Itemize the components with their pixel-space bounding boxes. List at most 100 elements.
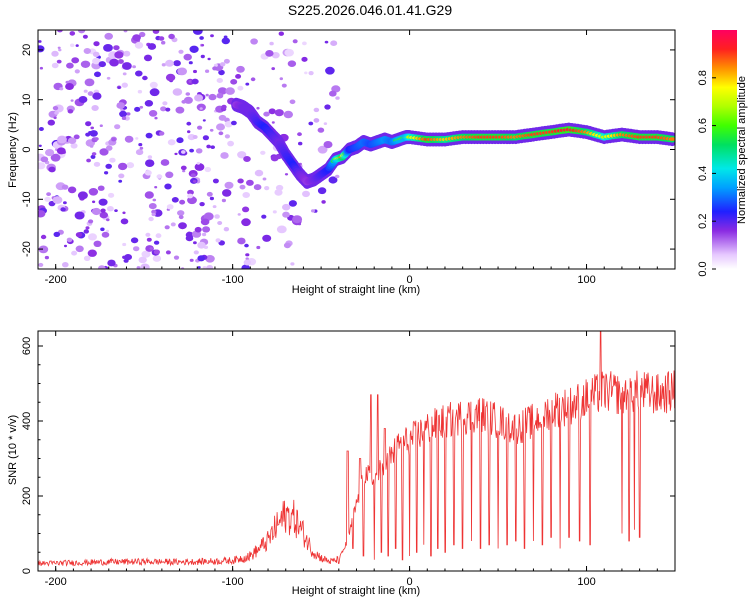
spectrogram-cell — [220, 152, 229, 159]
spectrogram-cell — [134, 41, 144, 49]
spectrogram-cell — [283, 242, 291, 249]
spectrogram-cell — [218, 69, 225, 76]
spectrogram-cell — [308, 71, 314, 76]
spectrogram-cell — [317, 187, 327, 195]
spectrogram-cell — [145, 159, 155, 167]
spectrogram-cell — [92, 57, 101, 65]
spectrogram-cell — [50, 153, 61, 162]
spectrogram-cell — [208, 93, 217, 101]
spectrogram-cell — [65, 83, 74, 90]
spectrogram-cell — [103, 44, 113, 52]
spectrogram-cell — [126, 162, 135, 169]
spectrogram-cell — [114, 51, 124, 59]
figure-title: S225.2026.046.01.41.G29 — [288, 2, 452, 18]
spectrogram-cell — [80, 60, 91, 68]
spectrogram-y-label: Frequency (Hz) — [7, 112, 19, 188]
spectrogram-cell — [122, 62, 132, 70]
spectrogram-cell — [272, 210, 277, 214]
x-tick-label: 100 — [577, 274, 595, 286]
spectrogram-cell — [62, 262, 69, 268]
spectrogram-cell — [82, 34, 88, 39]
spectrogram-cell — [87, 249, 97, 257]
spectrogram-cell — [212, 205, 217, 209]
spectrogram-cell — [323, 141, 333, 149]
spectrogram-cell — [108, 192, 115, 198]
colorbar-tick-label: 0.4 — [697, 166, 709, 181]
spectrogram-cell — [161, 63, 166, 67]
spectrogram-cell — [182, 169, 186, 173]
spectrogram-cell — [205, 93, 209, 97]
snr-y-axis: 0 200 400 600 — [21, 337, 675, 574]
spectrogram-cell — [40, 156, 49, 163]
spectrogram-cell — [75, 245, 84, 253]
spectrogram-cell — [190, 173, 196, 178]
spectrogram-cell — [268, 108, 276, 115]
spectrogram-cell — [70, 99, 74, 102]
spectrogram-cell — [210, 145, 215, 149]
spectrogram-cell — [209, 128, 214, 132]
spectrogram-cell — [245, 82, 250, 86]
spectrogram-cell — [86, 158, 91, 163]
spectrogram-cell — [116, 102, 125, 109]
spectrogram-cell — [292, 215, 303, 224]
spectrogram-cell — [186, 121, 192, 126]
spectrogram-cell — [70, 143, 78, 149]
spectrogram-cell — [193, 250, 199, 255]
spectrogram-cell — [179, 199, 186, 205]
spectrogram-cell — [91, 152, 97, 156]
spectrogram-cell — [284, 48, 295, 57]
spectrogram-cell — [93, 161, 101, 167]
spectrogram-cell — [171, 197, 179, 203]
spectrogram-cell — [38, 245, 49, 254]
spectrogram-cell — [165, 250, 171, 255]
spectrogram-cell — [334, 174, 340, 179]
spectrogram-cell — [167, 139, 176, 146]
spectrogram-cell — [241, 218, 251, 227]
spectrogram-cell — [139, 105, 144, 109]
spectrogram-cell — [147, 43, 157, 50]
spectrogram-cell — [282, 203, 291, 211]
spectrogram-cell — [237, 237, 246, 245]
spectrogram-cell — [212, 178, 219, 184]
spectrogram-cell — [98, 265, 106, 269]
spectrogram-cell — [106, 76, 111, 80]
spectrogram-cell — [311, 209, 315, 213]
spectrogram-cell — [52, 106, 59, 111]
spectrogram-cell — [246, 179, 254, 186]
spectrogram-cell — [192, 180, 197, 183]
spectrogram-cell — [66, 62, 74, 69]
spectrogram-cell — [237, 85, 244, 91]
spectrogram-cell — [56, 59, 62, 64]
spectrogram-cell — [164, 225, 170, 230]
spectrogram-y-axis: -20 -10 0 10 20 — [21, 44, 675, 257]
spectrogram-cell — [263, 111, 270, 117]
spectrogram-cell — [83, 229, 90, 234]
spectrogram-cell — [144, 170, 152, 176]
spectrogram-cell — [145, 232, 151, 237]
spectrogram-cell — [119, 110, 127, 118]
spectrogram-cell — [297, 132, 302, 137]
spectrogram-cell — [153, 249, 160, 255]
y-tick-label: 10 — [21, 94, 33, 106]
spectrogram-cell — [202, 119, 206, 122]
spectrogram-cell — [282, 211, 290, 218]
spectrogram-cell — [206, 191, 213, 197]
spectrogram-cell — [44, 255, 50, 260]
spectrogram-cell — [324, 40, 329, 44]
spectrogram-cell — [196, 161, 201, 165]
spectrogram-cell — [269, 41, 274, 46]
spectrogram-cell — [177, 210, 185, 216]
spectrogram-cell — [89, 130, 98, 137]
spectrogram-cell — [134, 106, 141, 112]
spectrogram-cell — [283, 110, 293, 119]
spectrogram-cell — [165, 171, 174, 179]
spectrogram-cell — [122, 72, 127, 76]
spectrogram-cell — [185, 235, 194, 242]
spectrogram-cell — [152, 198, 157, 202]
spectrogram-cell — [85, 226, 90, 230]
spectrogram-cell — [290, 262, 295, 266]
spectrogram-cell — [241, 264, 250, 269]
spectrogram-cell — [218, 114, 227, 121]
spectrogram-cell — [237, 213, 241, 216]
